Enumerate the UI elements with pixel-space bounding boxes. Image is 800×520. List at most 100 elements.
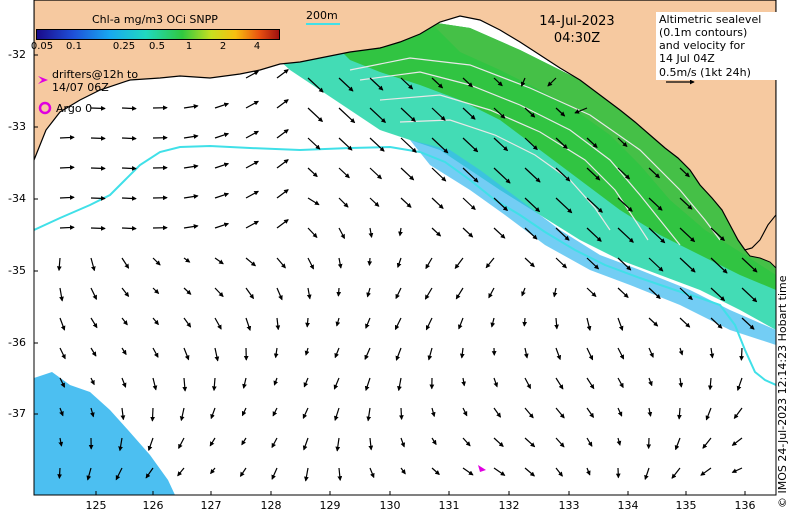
velocity-arrow: [424, 287, 433, 300]
velocity-arrow: [524, 167, 541, 183]
velocity-arrow: [241, 407, 247, 417]
velocity-arrow: [368, 227, 374, 238]
velocity-arrow: [245, 317, 252, 331]
velocity-arrow: [90, 195, 106, 201]
velocity-arrow: [115, 467, 123, 481]
velocity-arrow: [337, 467, 343, 481]
velocity-arrow: [338, 107, 356, 124]
velocity-arrow: [338, 197, 349, 208]
velocity-arrow: [462, 437, 471, 447]
velocity-arrow: [462, 227, 474, 238]
velocity-arrow: [554, 317, 559, 330]
velocity-arrow: [245, 287, 254, 300]
velocity-arrow: [710, 227, 725, 242]
velocity-arrow: [547, 77, 557, 87]
velocity-arrow: [334, 407, 340, 421]
velocity-arrow: [493, 197, 508, 212]
velocity-arrow: [493, 77, 503, 87]
velocity-arrow: [455, 287, 464, 300]
velocity-arrow: [679, 257, 696, 273]
velocity-arrow: [272, 407, 278, 417]
velocity-arrow: [338, 227, 346, 240]
colorbar-title: Chl-a mg/m3 OCi SNPP: [92, 13, 218, 26]
land-peninsula: [744, 214, 776, 269]
velocity-arrow: [369, 467, 375, 479]
velocity-arrow: [183, 104, 199, 109]
velocity-arrow: [493, 167, 511, 184]
velocity-arrow: [271, 467, 278, 480]
velocity-arrow: [304, 347, 310, 356]
sealevel-contours: [349, 57, 721, 246]
colorbar-tick: 2: [219, 41, 227, 52]
velocity-arrow: [462, 137, 479, 153]
velocity-arrow: [338, 167, 350, 179]
velocity-arrow: [493, 137, 509, 152]
velocity-arrow: [183, 164, 199, 169]
velocity-arrow: [493, 227, 506, 239]
velocity-arrow: [245, 190, 260, 199]
axis-ticks: [34, 54, 746, 495]
velocity-arrow: [214, 162, 230, 169]
velocity-arrow: [648, 347, 654, 358]
velocity-arrow: [245, 70, 260, 79]
legend-line: (0.1m contours): [659, 26, 748, 39]
velocity-arrow: [555, 107, 566, 117]
velocity-arrow: [586, 167, 601, 181]
velocity-arrow: [183, 257, 191, 263]
velocity-arrow: [679, 317, 691, 328]
velocity-arrow: [334, 347, 340, 359]
velocity-arrow: [524, 437, 536, 448]
velocity-arrow: [276, 159, 289, 169]
chl-band-inner: [330, 22, 776, 290]
velocity-arrow: [307, 257, 315, 270]
velocity-arrow: [152, 377, 158, 391]
velocity-arrow: [493, 107, 506, 119]
legend-line: and velocity for: [659, 39, 745, 52]
velocity-arrow: [214, 222, 230, 229]
velocity-arrow: [273, 347, 279, 359]
velocity-arrow: [490, 317, 496, 328]
velocity-arrow: [242, 377, 247, 389]
velocity-arrow: [679, 197, 693, 210]
velocity-arrow: [337, 257, 343, 269]
velocity-arrow: [369, 167, 382, 180]
velocity-arrow: [338, 77, 354, 92]
velocity-arrow: [400, 167, 415, 181]
lon-tick: 132: [498, 499, 520, 512]
velocity-arrow: [425, 257, 433, 270]
velocity-arrow: [395, 287, 402, 300]
velocity-arrow: [86, 467, 92, 481]
velocity-arrow: [458, 317, 464, 330]
velocity-arrow: [648, 257, 664, 272]
lon-tick: 127: [200, 499, 222, 512]
velocity-arrow: [431, 467, 440, 476]
velocity-arrow: [90, 347, 97, 357]
velocity-arrow: [700, 467, 712, 476]
velocity-arrow: [367, 257, 373, 266]
velocity-arrow: [183, 224, 199, 229]
credit-text: © IMOS 24-Jul-2023 12:14:23 Hobart time: [776, 275, 789, 509]
velocity-arrow: [214, 347, 220, 362]
velocity-arrow: [90, 225, 106, 231]
velocity-arrow: [366, 287, 371, 298]
scale-bar-label: 200m: [306, 9, 338, 22]
velocity-arrow: [150, 407, 155, 422]
velocity-arrow: [398, 227, 403, 237]
velocity-arrow: [120, 407, 126, 421]
velocity-arrow: [397, 377, 402, 392]
velocity-arrow: [59, 407, 64, 417]
velocity-arrow: [459, 347, 465, 359]
velocity-arrow: [59, 347, 66, 360]
velocity-arrow: [400, 197, 412, 208]
velocity-arrow: [648, 377, 653, 387]
velocity-arrow: [400, 437, 406, 448]
velocity-arrow: [276, 287, 283, 301]
land-mass: [34, 0, 776, 251]
velocity-arrow: [677, 407, 682, 420]
velocity-arrow: [648, 167, 660, 179]
velocity-arrow: [431, 107, 446, 121]
velocity-arrow: [671, 467, 681, 479]
velocity-arrow: [425, 317, 433, 331]
velocity-arrow: [396, 257, 402, 268]
velocity-arrow: [617, 287, 629, 298]
